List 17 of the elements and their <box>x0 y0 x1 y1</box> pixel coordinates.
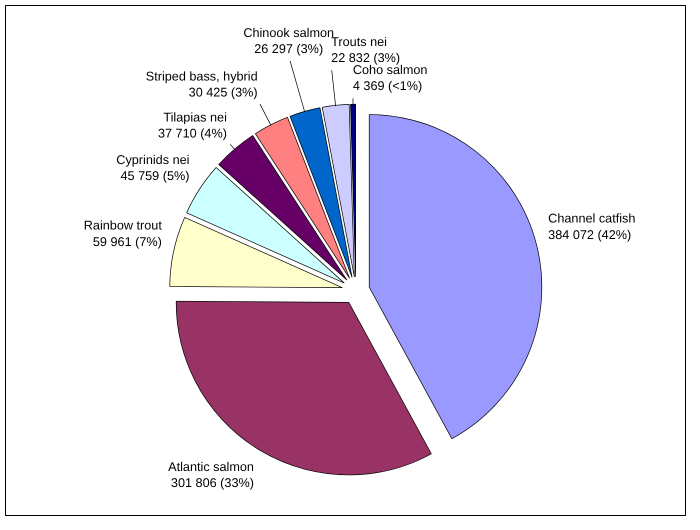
data-label: 4 369 (<1%) <box>352 79 422 94</box>
data-label: 59 961 (7%) <box>92 234 162 249</box>
slice-label: Rainbow trout <box>84 218 162 233</box>
data-label: 26 297 (3%) <box>254 42 324 56</box>
slice-label: Trouts nei <box>331 35 387 50</box>
data-label: 301 806 (33%) <box>170 476 254 490</box>
data-label: 45 759 (5%) <box>120 168 190 183</box>
slice-label: Striped bass, hybrid <box>146 69 258 84</box>
slice-label: Tilapias nei <box>163 110 227 124</box>
data-label: 22 832 (3%) <box>331 51 400 66</box>
data-label: 37 710 (4%) <box>158 126 227 140</box>
slice-label: Atlantic salmon <box>168 460 254 474</box>
slice-label: Coho salmon <box>352 63 428 77</box>
data-label: 384 072 (42%) <box>548 228 632 242</box>
data-label: 30 425 (3%) <box>188 85 258 100</box>
slice-label: Channel catfish <box>548 212 636 226</box>
slice-label: Cyprinids nei <box>116 152 190 167</box>
